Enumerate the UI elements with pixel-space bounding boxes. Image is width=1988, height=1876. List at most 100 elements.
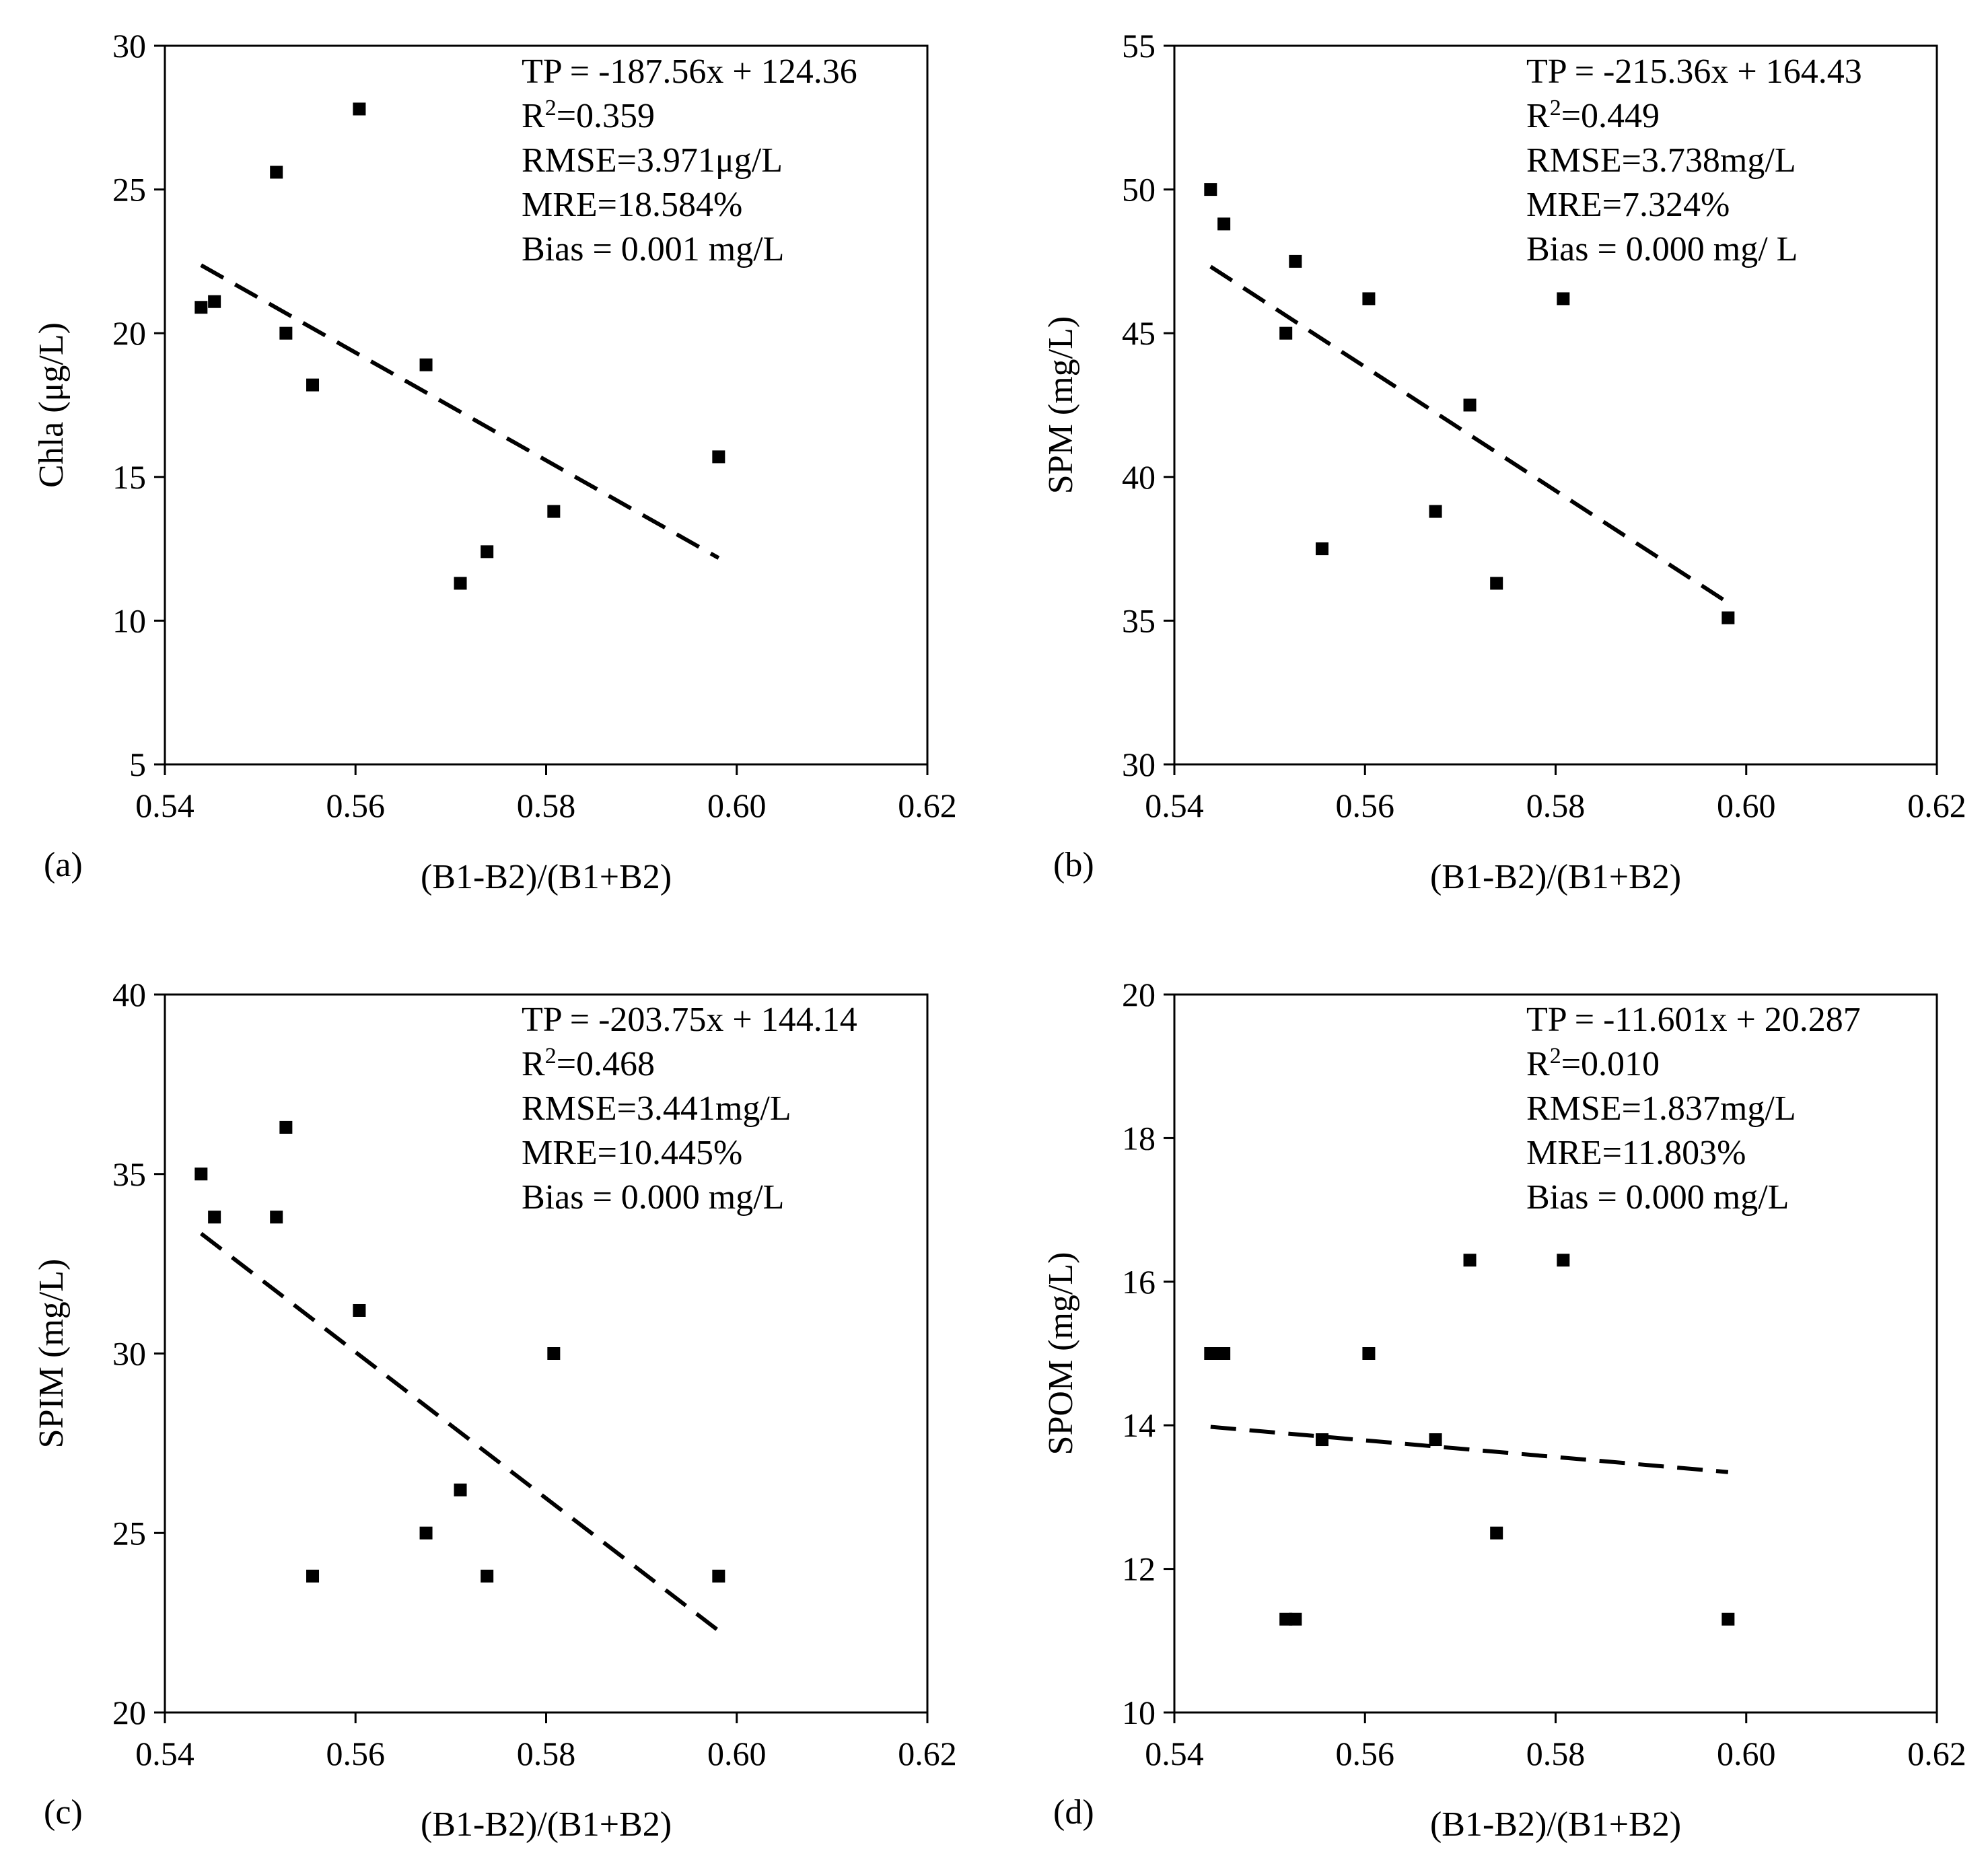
chart-2: 0.54 0.56 0.58 0.60 0.62 30 35 40 45 50 55 (B1-B2)/… (1042, 27, 1966, 896)
chart-2-data-point (1721, 611, 1735, 624)
chart-3-y-axis-label: SPIM (mg/L) (32, 1259, 71, 1449)
chart-2-annotation: MRE=7.324% (1526, 186, 1730, 224)
chart-3-annotation: RMSE=3.441mg/L (522, 1089, 791, 1128)
chart-3-y-tick-label: 30 (112, 1335, 146, 1373)
chart-4-data-point (1211, 1347, 1224, 1360)
chart-1-y-tick-label: 25 (112, 171, 146, 209)
chart-4-fit-line (1210, 1424, 1729, 1474)
chart-2-y-tick-label: 50 (1122, 171, 1156, 209)
chart-1-fit-line (200, 263, 720, 560)
chart-1-annotation: MRE=18.584% (522, 186, 742, 224)
chart-3-y-tick-label: 25 (112, 1514, 146, 1552)
chart-3-data-point (279, 1120, 293, 1134)
chart-1: 0.54 0.56 0.58 0.60 0.62 5 10 15 20 25 30 (B1-B2)/(… (32, 27, 957, 896)
chart-3-x-axis-label: (B1-B2)/(B1+B2) (421, 1805, 672, 1844)
chart-3-annotation: MRE=10.445% (522, 1134, 742, 1172)
chart-3-y-tick-label: 40 (112, 976, 146, 1013)
chart-1-panel-label: (a) (44, 846, 83, 884)
chart-2-data-point (1289, 254, 1302, 268)
chart-2-y-tick-label: 35 (1122, 602, 1156, 639)
chart-3-data-point (194, 1167, 208, 1181)
chart-3-data-point (712, 1569, 725, 1583)
chart-4-annotation: RMSE=1.837mg/L (1526, 1089, 1796, 1128)
chart-1-data-point (481, 545, 494, 558)
chart-3-data-point (454, 1483, 467, 1496)
chart-4-data-point (1362, 1347, 1376, 1360)
chart-1-data-point (270, 166, 283, 179)
chart-1-data-point (279, 326, 293, 340)
chart-3-y-tick-label: 35 (112, 1155, 146, 1193)
chart-2-x-axis-label: (B1-B2)/(B1+B2) (1430, 858, 1681, 896)
chart-4-y-tick-label: 16 (1122, 1263, 1156, 1301)
chart-1-y-tick-label: 10 (112, 602, 146, 639)
chart-3-fit-line (199, 1231, 720, 1632)
chart-4-y-axis-label: SPOM (mg/L) (1042, 1252, 1080, 1455)
chart-1-y-tick-label: 30 (112, 27, 146, 65)
chart-2-panel-label: (b) (1053, 846, 1094, 884)
chart-4-data-point (1490, 1526, 1503, 1540)
chart-3-data-point (481, 1569, 494, 1583)
chart-3-data-point (208, 1211, 221, 1224)
chart-4-x-tick-label: 0.56 (1336, 1735, 1395, 1772)
chart-3-panel-label: (c) (44, 1793, 83, 1832)
chart-2-x-tick-label: 0.56 (1336, 787, 1395, 824)
chart-2-data-point (1204, 183, 1217, 196)
chart-3-data-point (306, 1569, 320, 1583)
chart-3-data-point (353, 1303, 366, 1317)
chart-4-x-axis-label: (B1-B2)/(B1+B2) (1430, 1805, 1681, 1844)
chart-1-data-point (712, 450, 725, 464)
chart-2-data-point (1463, 398, 1477, 412)
chart-4-y-tick-label: 20 (1122, 976, 1156, 1013)
chart-3-data-point (270, 1211, 283, 1224)
chart-3-x-tick-label: 0.58 (517, 1735, 576, 1772)
chart-3-y-tick-label: 20 (112, 1694, 146, 1731)
chart-1-data-point (194, 301, 208, 314)
chart-4-annotation: TP = -11.601x + 20.287 (1526, 1001, 1861, 1039)
chart-1-data-point (454, 577, 467, 590)
chart-1-y-tick-label: 5 (129, 746, 146, 783)
chart-4-data-point (1463, 1254, 1477, 1267)
chart-2-y-tick-label: 30 (1122, 746, 1156, 783)
chart-1-data-point (208, 295, 221, 308)
chart-2-x-tick-label: 0.60 (1717, 787, 1776, 824)
chart-4-data-point (1429, 1433, 1442, 1447)
chart-1-data-point (547, 505, 561, 518)
chart-4-y-tick-label: 10 (1122, 1694, 1156, 1731)
chart-1-annotation: RMSE=3.971μg/L (522, 141, 783, 180)
chart-4-data-point (1721, 1612, 1735, 1626)
chart-1-x-tick-label: 0.56 (326, 787, 386, 824)
chart-1-x-tick-label: 0.62 (898, 787, 957, 824)
chart-4-data-point (1316, 1433, 1329, 1447)
chart-4-annotation: Bias = 0.000 mg/L (1526, 1178, 1789, 1217)
chart-4-data-point (1289, 1612, 1302, 1626)
chart-2-annotation: TP = -215.36x + 164.43 (1526, 52, 1862, 91)
chart-1-x-tick-label: 0.60 (707, 787, 767, 824)
chart-2-y-tick-label: 45 (1122, 314, 1156, 352)
chart-1-x-tick-label: 0.58 (517, 787, 576, 824)
chart-2-x-tick-label: 0.58 (1526, 787, 1586, 824)
chart-1-annotation: Bias = 0.001 mg/L (522, 230, 784, 268)
chart-3-annotation: Bias = 0.000 mg/L (522, 1178, 784, 1217)
chart-4-data-point (1557, 1254, 1570, 1267)
chart-2-data-point (1217, 217, 1231, 231)
chart-3-data-point (419, 1526, 433, 1540)
chart-1-data-point (419, 358, 433, 371)
chart-4-annotation: MRE=11.803% (1526, 1134, 1746, 1172)
chart-3-x-tick-label: 0.56 (326, 1735, 386, 1772)
chart-2-data-point (1316, 542, 1329, 556)
chart-2-y-axis-label: SPM (mg/L) (1042, 316, 1080, 494)
chart-3-x-tick-label: 0.62 (898, 1735, 957, 1772)
chart-4: 0.54 0.56 0.58 0.60 0.62 10 12 14 16 18 20 (B1-B2)/… (1042, 976, 1966, 1844)
chart-2-data-point (1557, 292, 1570, 305)
chart-2-y-tick-label: 40 (1122, 458, 1156, 496)
chart-2-x-tick-label: 0.62 (1907, 787, 1966, 824)
chart-1-x-axis-label: (B1-B2)/(B1+B2) (421, 858, 672, 896)
chart-3-annotation: TP = -203.75x + 144.14 (522, 1001, 857, 1039)
chart-2-data-point (1362, 292, 1376, 305)
chart-2-data-point (1429, 505, 1442, 518)
chart-1-annotation: TP = -187.56x + 124.36 (522, 52, 857, 91)
chart-2-data-point (1279, 326, 1293, 340)
chart-4-y-tick-label: 18 (1122, 1119, 1156, 1157)
chart-4-x-tick-label: 0.60 (1717, 1735, 1776, 1772)
